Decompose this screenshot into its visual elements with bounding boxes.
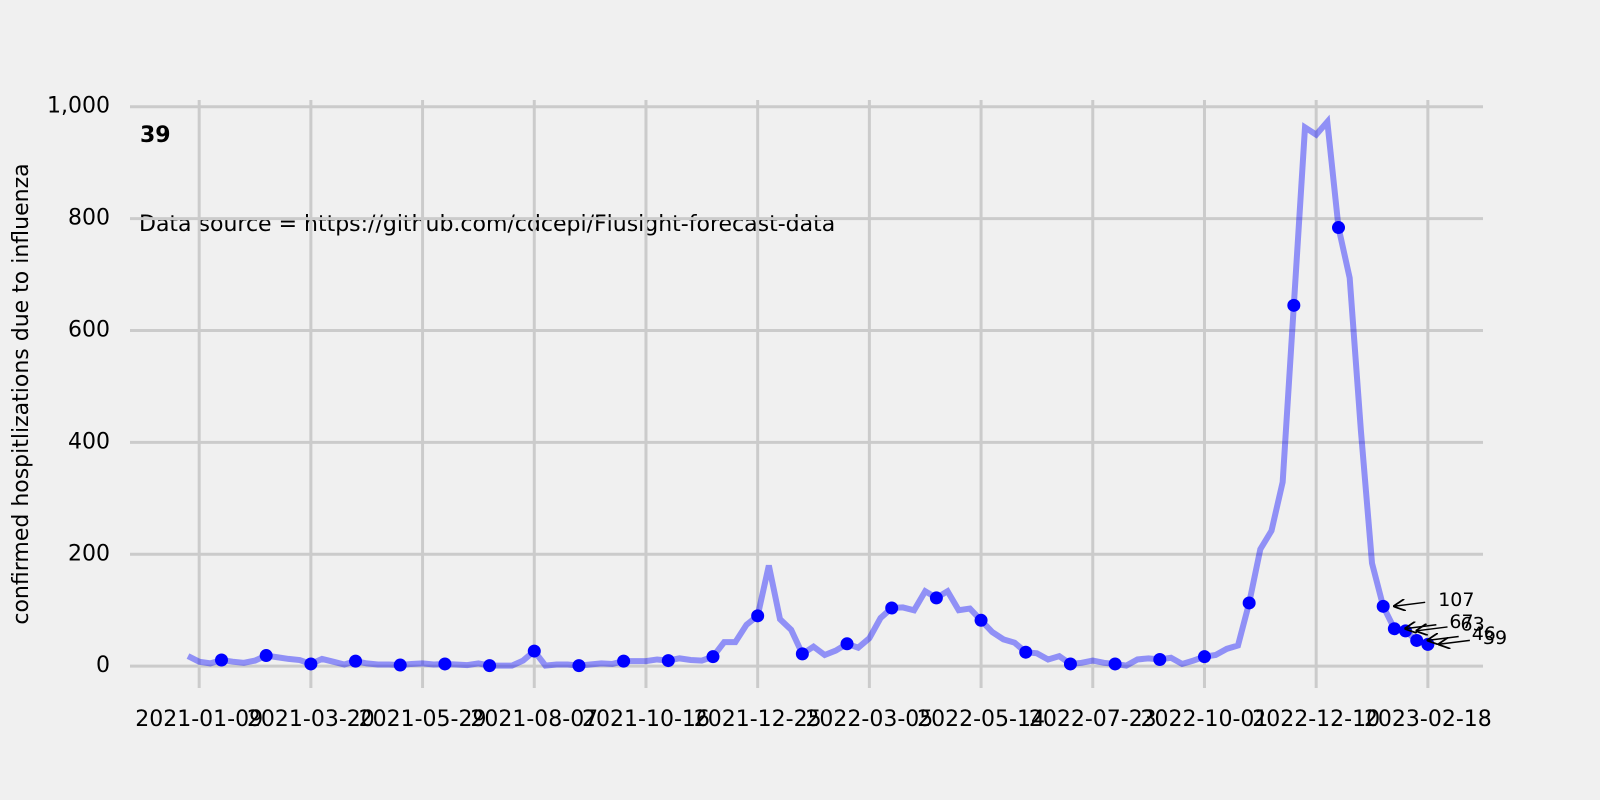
y-axis-label: confirmed hospitlizations due to influen…	[9, 163, 34, 624]
y-tick-label: 0	[96, 653, 110, 678]
annotation-label: 67	[1449, 611, 1473, 633]
headline: 39	[140, 123, 171, 148]
data-point	[706, 650, 720, 664]
y-tick-label: 200	[68, 541, 110, 566]
x-tick-label: 2021-08-07	[470, 707, 598, 732]
x-tick-label: 2022-05-14	[917, 707, 1045, 732]
data-point	[974, 613, 988, 627]
y-tick-label: 600	[68, 318, 110, 343]
y-tick-label: 400	[68, 429, 110, 454]
data-point	[661, 654, 675, 668]
data-point	[1410, 633, 1424, 647]
data-point	[1153, 652, 1167, 666]
data-point	[1287, 298, 1301, 312]
annotation-label: 107	[1438, 589, 1474, 611]
x-tick-label: 2021-10-16	[582, 707, 710, 732]
x-tick-label: 2022-03-05	[805, 707, 933, 732]
data-point	[1376, 599, 1390, 613]
x-tick-label: 2021-03-20	[247, 707, 375, 732]
data-point	[393, 658, 407, 672]
annotation-arrow	[1427, 636, 1459, 640]
data-point	[617, 654, 631, 668]
data-point	[1399, 624, 1413, 638]
data-point	[929, 591, 943, 605]
data-point	[349, 654, 363, 668]
data-point	[483, 659, 497, 673]
series-line	[186, 114, 1429, 669]
annotation-arrow	[1416, 627, 1448, 631]
data-point	[885, 601, 899, 615]
x-tick-label: 2022-10-01	[1141, 707, 1269, 732]
data-point	[1242, 596, 1256, 610]
data-point	[215, 653, 229, 667]
x-tick-label: 2021-05-29	[359, 707, 487, 732]
data-point	[1197, 650, 1211, 664]
data-point	[304, 657, 318, 671]
data-point	[527, 644, 541, 658]
y-tick-label: 800	[68, 206, 110, 231]
annotation-label: 39	[1483, 627, 1507, 649]
data-point	[795, 647, 809, 661]
data-point	[1387, 622, 1401, 636]
data-point	[1332, 221, 1346, 235]
data-point	[1063, 657, 1077, 671]
source-note: Data source = https://github.com/cdcepi/…	[139, 212, 835, 237]
annotation-label: 63	[1461, 613, 1485, 635]
annotation-arrow	[1393, 602, 1426, 606]
x-tick-label: 2023-02-18	[1364, 707, 1492, 732]
annotation-label: 46	[1472, 623, 1496, 645]
data-point	[572, 659, 586, 673]
data-point	[438, 657, 452, 671]
x-tick-label: 2022-12-10	[1252, 707, 1380, 732]
data-point	[751, 609, 765, 623]
data-point	[840, 637, 854, 651]
x-tick-label: 2021-01-09	[135, 707, 263, 732]
x-tick-label: 2021-12-25	[694, 707, 822, 732]
data-point	[1019, 645, 1033, 659]
y-tick-label: 1,000	[47, 94, 110, 119]
data-point	[259, 649, 273, 663]
x-tick-label: 2022-07-23	[1029, 707, 1157, 732]
annotation-arrow	[1438, 640, 1470, 644]
data-point	[1108, 657, 1122, 671]
